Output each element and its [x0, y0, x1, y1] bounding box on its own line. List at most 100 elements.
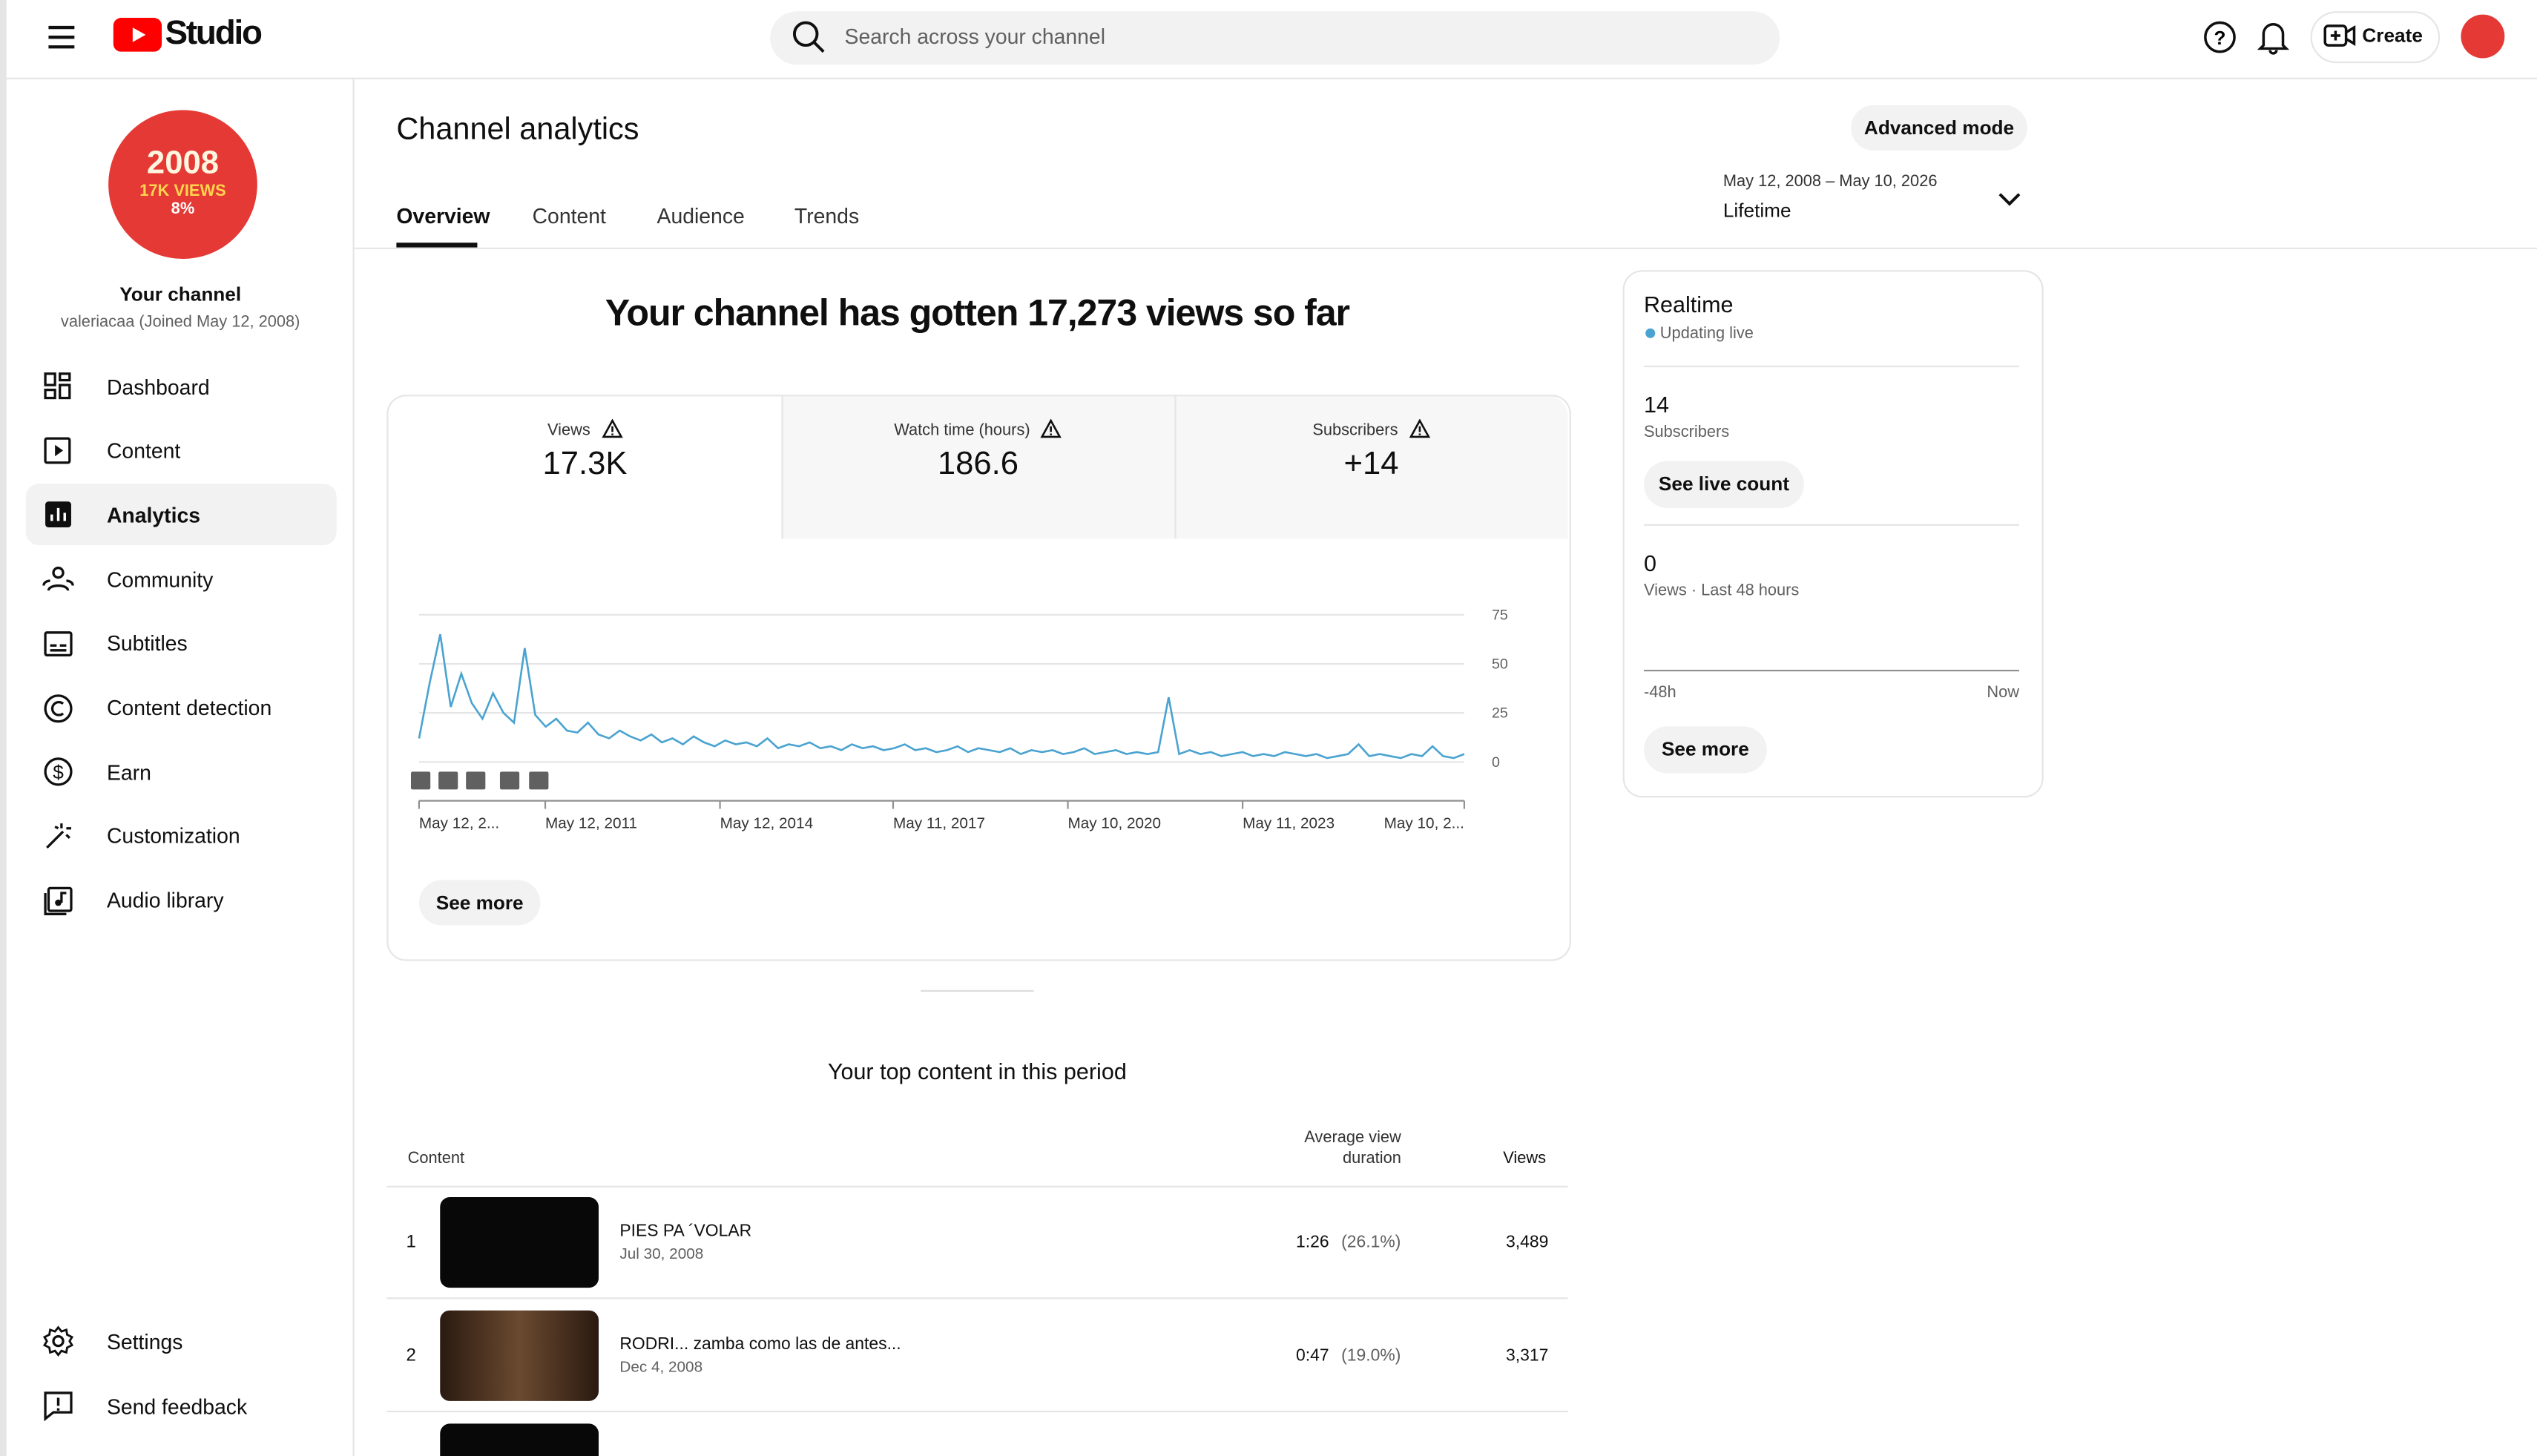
realtime-card [1622, 270, 2044, 798]
x-tick-label: May 11, 2023 [1243, 815, 1335, 832]
metric-tab[interactable]: Views 17.3K [388, 396, 783, 539]
nav-label: Send feedback [106, 1394, 248, 1418]
metric-label: Views [388, 418, 781, 440]
realtime-status: Updating live [1659, 325, 1754, 343]
nav-item[interactable]: $ Earn [26, 741, 337, 803]
thumbnail[interactable] [440, 1197, 599, 1288]
nav-label: Dashboard [106, 374, 210, 399]
video-date: Dec 4, 2008 [619, 1359, 703, 1377]
nav-item[interactable]: Settings [26, 1311, 337, 1372]
create-label: Create [2362, 24, 2423, 47]
column-header: Content [407, 1150, 465, 1168]
nav-icon [46, 823, 71, 849]
create-button[interactable] [2310, 11, 2441, 64]
nav-item[interactable]: Dashboard [26, 356, 337, 418]
nav-item[interactable]: Analytics [25, 484, 337, 546]
menu-button[interactable] [45, 23, 78, 52]
nav-label: Content detection [106, 695, 272, 720]
realtime-start: -48h [1643, 684, 1676, 702]
x-tick-label: May 10, 2020 [1068, 815, 1162, 832]
period[interactable]: Lifetime [1722, 199, 1791, 222]
metric-tab[interactable]: Watch time (hours) 186.6 [781, 396, 1177, 539]
account-avatar[interactable] [2461, 14, 2505, 59]
nav-item[interactable]: Send feedback [26, 1375, 337, 1437]
video-marker [438, 771, 458, 790]
advanced-mode-button[interactable]: Advanced mode [1851, 105, 2027, 151]
nav-item[interactable]: Community [26, 549, 337, 610]
nav-icon [45, 501, 71, 528]
video-date: Jul 30, 2008 [619, 1245, 704, 1264]
channel-title: Your channel [119, 283, 242, 306]
thumbnail[interactable] [440, 1310, 599, 1401]
video-marker [499, 771, 520, 790]
video-title[interactable]: PIES PA ´VOLAR [619, 1221, 752, 1241]
thumbnail[interactable] [440, 1423, 599, 1456]
top-bar [6, 0, 2537, 79]
tab-underline [396, 243, 478, 248]
see-more-button[interactable]: See more [418, 880, 541, 926]
row-divider [386, 1297, 1568, 1299]
nav-item[interactable]: Audio library [26, 870, 337, 932]
nav-label: Content [106, 438, 181, 464]
row-divider [386, 1185, 1568, 1187]
nav-icon [44, 436, 71, 464]
channel-avatar[interactable]: 2008 17K VIEWS 8% [108, 110, 257, 259]
nav-item[interactable]: Content detection [26, 677, 337, 739]
avatar-views: 17K VIEWS [139, 182, 226, 201]
svg-text:$: $ [53, 762, 64, 784]
y-tick-label: 50 [1492, 656, 1508, 673]
views-chart: 0 25 50 75 May 12, 2... May 12, 2011 May 12, 2… [410, 607, 1508, 832]
realtime-subscribers-label: Subscribers [1643, 424, 1730, 442]
avatar-year: 2008 [146, 145, 219, 182]
overview-card [386, 395, 1571, 961]
divider [1643, 524, 2020, 526]
see-live-count-button[interactable]: See live count [1643, 461, 1804, 508]
rank: 1 [406, 1232, 416, 1253]
metric-value: +14 [1343, 446, 1399, 482]
warning-icon [1409, 418, 1430, 438]
realtime-views: 0 [1643, 550, 1657, 576]
tabs-divider [354, 247, 2537, 249]
tab[interactable]: Audience [657, 203, 745, 228]
search-box[interactable] [770, 11, 1780, 65]
y-tick-label: 75 [1492, 607, 1508, 623]
see-more-button[interactable]: See more [1643, 726, 1767, 774]
x-tick-label: May 12, 2014 [720, 815, 814, 832]
duration-percent: (26.1%) [1341, 1232, 1401, 1253]
tab[interactable]: Trends [794, 203, 860, 228]
x-tick-label: May 12, 2011 [545, 815, 637, 832]
help-icon[interactable]: ? [2202, 19, 2237, 55]
nav-label: Analytics [106, 503, 201, 527]
youtube-logo[interactable] [113, 17, 162, 52]
period-dropdown[interactable] [1996, 189, 2022, 208]
channel-subtitle: valeriacaa (Joined May 12, 2008) [60, 314, 300, 332]
nav-item[interactable]: Subtitles [26, 613, 337, 674]
svg-text:?: ? [2214, 27, 2225, 49]
realtime-title: Realtime [1643, 291, 1734, 317]
notifications-icon[interactable] [2257, 19, 2290, 55]
logo-text: Studio [165, 14, 263, 52]
column-header: Average view duration [1304, 1129, 1401, 1168]
views-line [418, 633, 1465, 760]
nav-icon [42, 567, 74, 591]
nav-label: Settings [106, 1328, 183, 1354]
rank: 2 [406, 1345, 416, 1366]
nav-icon [44, 630, 73, 656]
section-divider [921, 989, 1034, 992]
metric-value: 17.3K [542, 446, 628, 482]
divider [1643, 365, 2020, 368]
video-title[interactable]: RODRI... zamba como las de antes... [619, 1334, 901, 1354]
nav-item[interactable]: Customization [26, 806, 337, 867]
video-marker [529, 771, 549, 790]
video-marker [466, 771, 486, 790]
realtime-subscribers: 14 [1643, 391, 1669, 418]
tab[interactable]: Content [532, 203, 606, 228]
metric-tab[interactable]: Subscribers +14 [1174, 396, 1567, 538]
duration: 1:26 [1296, 1232, 1329, 1253]
metric-label: Subscribers [1174, 418, 1567, 440]
nav-icon [44, 372, 71, 400]
nav-item[interactable]: Content [26, 420, 337, 481]
tab[interactable]: Overview [396, 203, 490, 228]
